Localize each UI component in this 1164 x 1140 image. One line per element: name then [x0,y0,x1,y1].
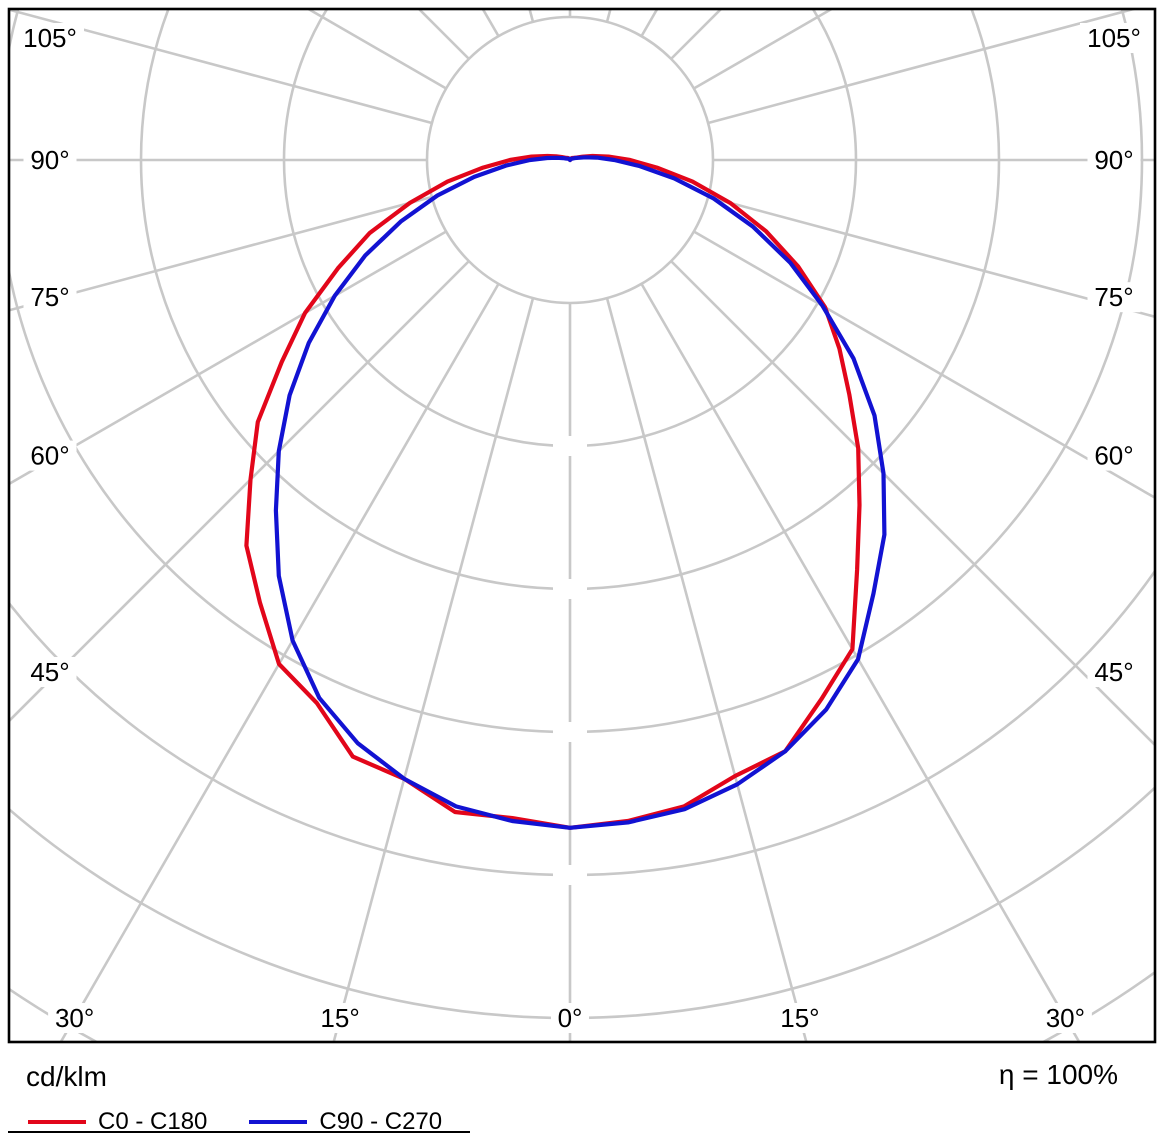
legend-label: C90 - C270 [319,1108,443,1135]
angle-label: 15° [780,1003,819,1033]
plot-border [7,7,1157,1044]
curve-C90-C270 [273,155,887,830]
angle-label: 90° [1094,145,1133,175]
angle-label: 105° [1087,23,1141,53]
angle-label: 75° [30,282,69,312]
unit-label: cd/klm [26,1061,107,1092]
legend-line-red-icon [28,1120,86,1124]
ring-value-blank [553,436,587,456]
angle-label: 75° [1094,282,1133,312]
angle-label: 60° [1094,441,1133,471]
legend: C0 - C180 C90 - C270 [28,1108,442,1136]
angle-label: 45° [1094,657,1133,687]
angle-label: 0° [558,1003,583,1033]
legend-line-blue-icon [249,1120,308,1124]
ring-value-blank [553,579,587,599]
ring-value-blank [553,722,587,742]
ring-value-blank [553,865,587,885]
angle-label: 45° [30,657,69,687]
angle-label: 30° [1046,1003,1085,1033]
angle-label: 105° [23,23,77,53]
efficiency-label: η = 100% [998,1059,1118,1090]
angle-label: 90° [30,145,69,175]
legend-entry-c90-c270: C90 - C270 [249,1108,442,1136]
angle-label: 30° [55,1003,94,1033]
angle-label: 60° [30,441,69,471]
curve-C0-C180 [244,153,862,830]
legend-label: C0 - C180 [98,1108,208,1135]
angle-label: 15° [320,1003,359,1033]
footer-divider [8,1131,470,1133]
legend-entry-c0-c180: C0 - C180 [28,1108,207,1136]
